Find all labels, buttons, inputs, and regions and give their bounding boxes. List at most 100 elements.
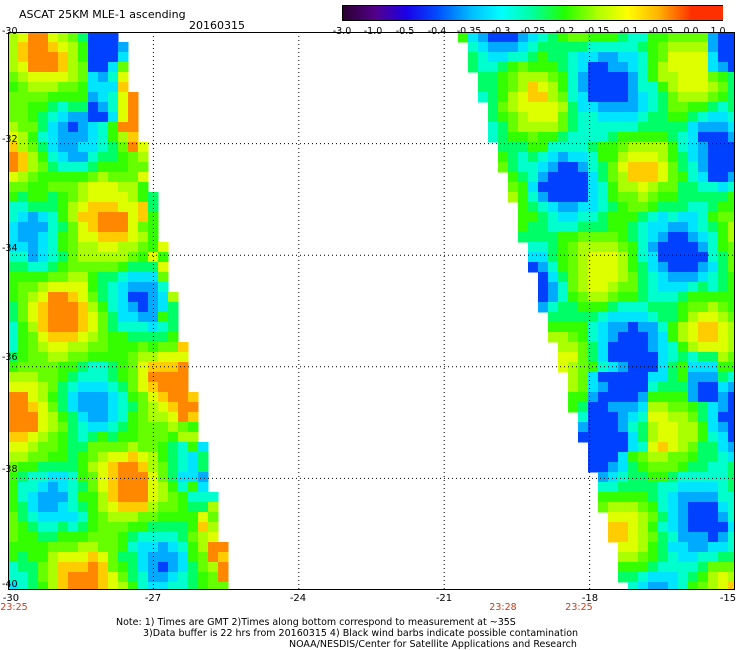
wind-data-cell	[78, 172, 89, 183]
wind-data-cell	[208, 582, 219, 590]
wind-data-cell	[168, 542, 179, 553]
wind-data-cell	[198, 512, 209, 523]
wind-data-cell	[8, 52, 19, 63]
wind-data-cell	[628, 82, 639, 93]
wind-data-cell	[638, 542, 649, 553]
wind-data-cell	[128, 232, 139, 243]
wind-data-cell	[18, 102, 29, 113]
wind-data-cell	[618, 322, 629, 333]
wind-data-cell	[678, 322, 689, 333]
wind-data-cell	[598, 42, 609, 53]
wind-data-cell	[58, 212, 69, 223]
wind-data-cell	[38, 252, 49, 263]
wind-data-cell	[38, 412, 49, 423]
wind-data-cell	[48, 352, 59, 363]
wind-data-cell	[48, 412, 59, 423]
wind-data-cell	[8, 332, 19, 343]
wind-data-cell	[118, 182, 129, 193]
wind-data-cell	[198, 462, 209, 473]
wind-data-cell	[628, 72, 639, 83]
wind-data-cell	[8, 212, 19, 223]
wind-data-cell	[528, 112, 539, 123]
wind-data-cell	[88, 72, 99, 83]
wind-data-cell	[78, 382, 89, 393]
wind-data-cell	[538, 242, 549, 253]
wind-data-cell	[668, 152, 679, 163]
wind-data-cell	[608, 192, 619, 203]
wind-data-cell	[138, 252, 149, 263]
wind-data-cell	[68, 562, 79, 573]
wind-data-cell	[678, 282, 689, 293]
wind-data-cell	[658, 432, 669, 443]
wind-data-cell	[58, 362, 69, 373]
wind-data-cell	[728, 502, 735, 513]
wind-data-cell	[518, 152, 529, 163]
wind-data-cell	[28, 572, 39, 583]
wind-data-cell	[8, 252, 19, 263]
wind-data-cell	[18, 282, 29, 293]
wind-data-cell	[688, 92, 699, 103]
wind-data-cell	[718, 572, 729, 583]
wind-data-cell	[628, 472, 639, 483]
wind-data-cell	[38, 572, 49, 583]
wind-data-cell	[28, 262, 39, 273]
wind-data-cell	[578, 432, 589, 443]
wind-data-cell	[88, 382, 99, 393]
wind-data-cell	[118, 542, 129, 553]
wind-data-cell	[98, 172, 109, 183]
wind-data-cell	[648, 312, 659, 323]
wind-data-cell	[668, 562, 679, 573]
wind-data-cell	[188, 532, 199, 543]
wind-data-cell	[668, 352, 679, 363]
wind-data-cell	[628, 172, 639, 183]
wind-data-cell	[668, 172, 679, 183]
wind-data-cell	[78, 232, 89, 243]
wind-data-cell	[598, 162, 609, 173]
wind-data-cell	[648, 552, 659, 563]
wind-data-cell	[18, 522, 29, 533]
wind-data-cell	[598, 172, 609, 183]
wind-data-cell	[668, 312, 679, 323]
wind-data-cell	[148, 432, 159, 443]
wind-data-cell	[98, 362, 109, 373]
wind-data-cell	[118, 242, 129, 253]
wind-data-cell	[598, 192, 609, 203]
wind-data-cell	[598, 222, 609, 233]
wind-data-cell	[48, 82, 59, 93]
wind-data-cell	[158, 562, 169, 573]
wind-data-cell	[718, 432, 729, 443]
wind-data-cell	[178, 372, 189, 383]
wind-data-cell	[648, 42, 659, 53]
wind-data-cell	[128, 272, 139, 283]
wind-data-cell	[168, 382, 179, 393]
wind-data-cell	[18, 492, 29, 503]
wind-data-cell	[158, 282, 169, 293]
wind-data-cell	[658, 62, 669, 73]
wind-data-cell	[708, 142, 719, 153]
wind-data-cell	[28, 482, 39, 493]
color-scale-segment	[564, 6, 597, 20]
wind-data-cell	[68, 182, 79, 193]
wind-data-cell	[38, 542, 49, 553]
wind-data-cell	[578, 412, 589, 423]
wind-data-cell	[628, 162, 639, 173]
wind-data-cell	[668, 142, 679, 153]
wind-data-cell	[18, 212, 29, 223]
wind-data-cell	[28, 472, 39, 483]
wind-data-cell	[508, 42, 519, 53]
wind-data-cell	[548, 92, 559, 103]
wind-data-cell	[608, 112, 619, 123]
wind-data-cell	[148, 502, 159, 513]
wind-data-cell	[208, 532, 219, 543]
wind-data-cell	[148, 372, 159, 383]
wind-data-cell	[638, 292, 649, 303]
wind-data-cell	[678, 562, 689, 573]
wind-data-cell	[128, 422, 139, 433]
wind-data-cell	[688, 222, 699, 233]
wind-data-cell	[8, 392, 19, 403]
wind-data-cell	[688, 32, 699, 43]
wind-data-cell	[78, 302, 89, 313]
wind-data-cell	[678, 422, 689, 433]
wind-data-cell	[108, 72, 119, 83]
wind-data-cell	[168, 562, 179, 573]
